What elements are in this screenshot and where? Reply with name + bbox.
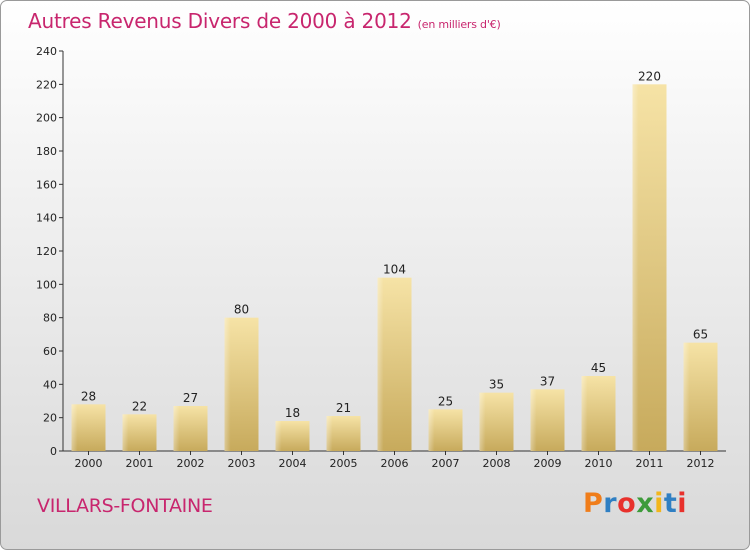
y-tick-label: 160 bbox=[36, 178, 57, 191]
data-label: 27 bbox=[183, 391, 198, 405]
y-tick-label: 60 bbox=[43, 345, 57, 358]
x-tick-label: 2002 bbox=[177, 457, 205, 470]
x-tick-label: 2004 bbox=[279, 457, 307, 470]
y-tick-label: 180 bbox=[36, 145, 57, 158]
bar-highlight bbox=[530, 389, 537, 451]
y-tick-label: 200 bbox=[36, 112, 57, 125]
bar-highlight bbox=[581, 376, 588, 451]
logo-letter: i bbox=[654, 488, 664, 519]
bar-highlight bbox=[122, 414, 129, 451]
data-label: 18 bbox=[285, 406, 300, 420]
y-tick-label: 100 bbox=[36, 278, 57, 291]
x-tick-label: 2003 bbox=[228, 457, 256, 470]
logo-letter: r bbox=[603, 488, 618, 519]
data-label: 80 bbox=[234, 303, 249, 317]
x-tick-label: 2008 bbox=[483, 457, 511, 470]
data-label: 37 bbox=[540, 374, 555, 388]
logo-letter: o bbox=[617, 488, 637, 519]
logo-letter: P bbox=[583, 488, 604, 519]
bar-highlight bbox=[71, 404, 78, 451]
data-label: 104 bbox=[383, 263, 406, 277]
y-tick-label: 0 bbox=[50, 445, 57, 458]
data-label: 21 bbox=[336, 401, 351, 415]
data-label: 65 bbox=[693, 328, 708, 342]
y-tick-label: 120 bbox=[36, 245, 57, 258]
data-label: 22 bbox=[132, 399, 147, 413]
bar-highlight bbox=[173, 406, 180, 451]
logo-letter: i bbox=[677, 488, 688, 519]
chart-bars bbox=[71, 84, 718, 451]
data-label: 25 bbox=[438, 394, 453, 408]
bar-highlight bbox=[683, 342, 690, 451]
y-tick-label: 220 bbox=[36, 78, 57, 91]
proxiti-logo: Proxiti bbox=[583, 488, 687, 519]
bar-highlight bbox=[428, 409, 435, 451]
y-tick-label: 80 bbox=[43, 312, 57, 325]
x-tick-label: 2009 bbox=[534, 457, 562, 470]
x-tick-label: 2012 bbox=[687, 457, 715, 470]
bar-highlight bbox=[632, 84, 639, 451]
y-tick-label: 40 bbox=[43, 378, 57, 391]
data-label: 220 bbox=[638, 69, 661, 83]
x-tick-label: 2001 bbox=[126, 457, 154, 470]
data-label: 28 bbox=[81, 389, 96, 403]
chart-title-text: Autres Revenus Divers de 2000 à 2012 bbox=[28, 9, 412, 33]
x-tick-label: 2007 bbox=[432, 457, 460, 470]
commune-name: VILLARS-FONTAINE bbox=[37, 495, 213, 517]
bar-highlight bbox=[275, 421, 282, 451]
y-tick-label: 140 bbox=[36, 212, 57, 225]
x-tick-label: 2010 bbox=[585, 457, 613, 470]
bar-highlight bbox=[326, 416, 333, 451]
chart-title: Autres Revenus Divers de 2000 à 2012 (en … bbox=[28, 9, 501, 33]
logo-letter: t bbox=[663, 488, 678, 519]
x-tick-label: 2000 bbox=[75, 457, 103, 470]
logo-letter: x bbox=[636, 488, 655, 519]
data-label: 35 bbox=[489, 378, 504, 392]
bar-highlight bbox=[377, 277, 384, 451]
chart-labels: 2000 28 2001 22 2002 27 2003 80 2004 18 2005 21 2006… bbox=[75, 69, 715, 470]
y-tick-label: 240 bbox=[36, 45, 57, 58]
bar-highlight bbox=[479, 392, 486, 451]
x-tick-label: 2005 bbox=[330, 457, 358, 470]
chart-unit-text: (en milliers d'€) bbox=[417, 18, 501, 31]
bar-highlight bbox=[224, 317, 231, 451]
x-tick-label: 2011 bbox=[636, 457, 664, 470]
data-label: 45 bbox=[591, 361, 606, 375]
x-tick-label: 2006 bbox=[381, 457, 409, 470]
y-tick-label: 20 bbox=[43, 412, 57, 425]
